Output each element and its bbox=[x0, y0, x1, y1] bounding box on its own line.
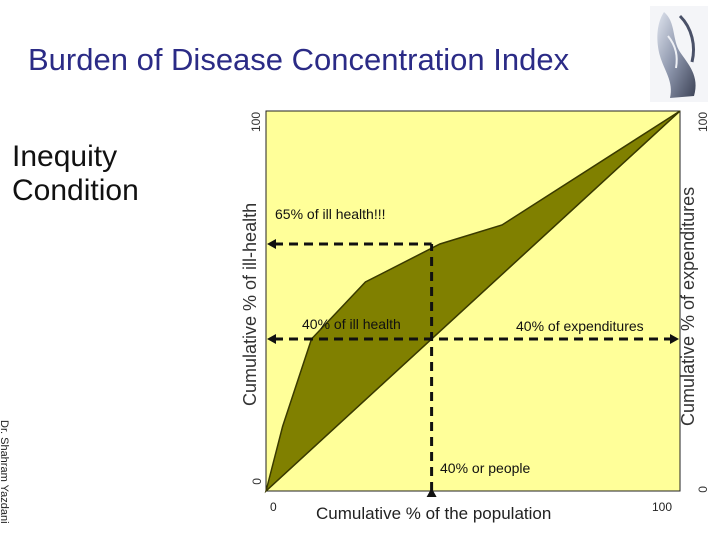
arrow-left-65-ill-health bbox=[267, 239, 276, 249]
author-credit: Dr. Shahram Yazdani bbox=[0, 420, 12, 540]
y-right-tick-100: 100 bbox=[696, 112, 710, 133]
y-left-tick-0: 0 bbox=[250, 478, 264, 485]
arrow-left-40-ill-health bbox=[267, 334, 276, 344]
x-tick-0: 0 bbox=[270, 500, 277, 514]
author-name: Dr. Shahram Yazdani bbox=[0, 420, 10, 524]
annotation-65-ill-health: 65% of ill health!!! bbox=[275, 206, 386, 222]
equality-diagonal-line bbox=[265, 110, 681, 492]
praying-hands-image bbox=[650, 6, 708, 102]
page-title: Burden of Disease Concentration Index bbox=[28, 42, 570, 77]
y-axis-right-label: Cumulative % of expenditures bbox=[678, 186, 698, 426]
arrow-up-40-people bbox=[426, 488, 437, 497]
guide-lines bbox=[267, 239, 679, 497]
x-tick-100: 100 bbox=[652, 500, 673, 514]
annotation-40-expenditures: 40% of expenditures bbox=[516, 318, 644, 334]
side-heading: Inequity Condition bbox=[12, 140, 139, 208]
y-left-tick-100: 100 bbox=[249, 112, 263, 133]
x-axis-label: Cumulative % of the population bbox=[316, 504, 552, 523]
annotation-40-people: 40% or people bbox=[440, 460, 531, 476]
side-heading-line-2: Condition bbox=[12, 174, 139, 207]
side-heading-line-1: Inequity bbox=[12, 140, 118, 173]
annotation-40-ill-health: 40% of ill health bbox=[302, 316, 401, 332]
y-right-tick-0: 0 bbox=[696, 486, 710, 493]
y-axis-left-label: Cumulative % of ill-health bbox=[240, 202, 260, 406]
arrow-right-40-expenditures bbox=[670, 334, 679, 344]
